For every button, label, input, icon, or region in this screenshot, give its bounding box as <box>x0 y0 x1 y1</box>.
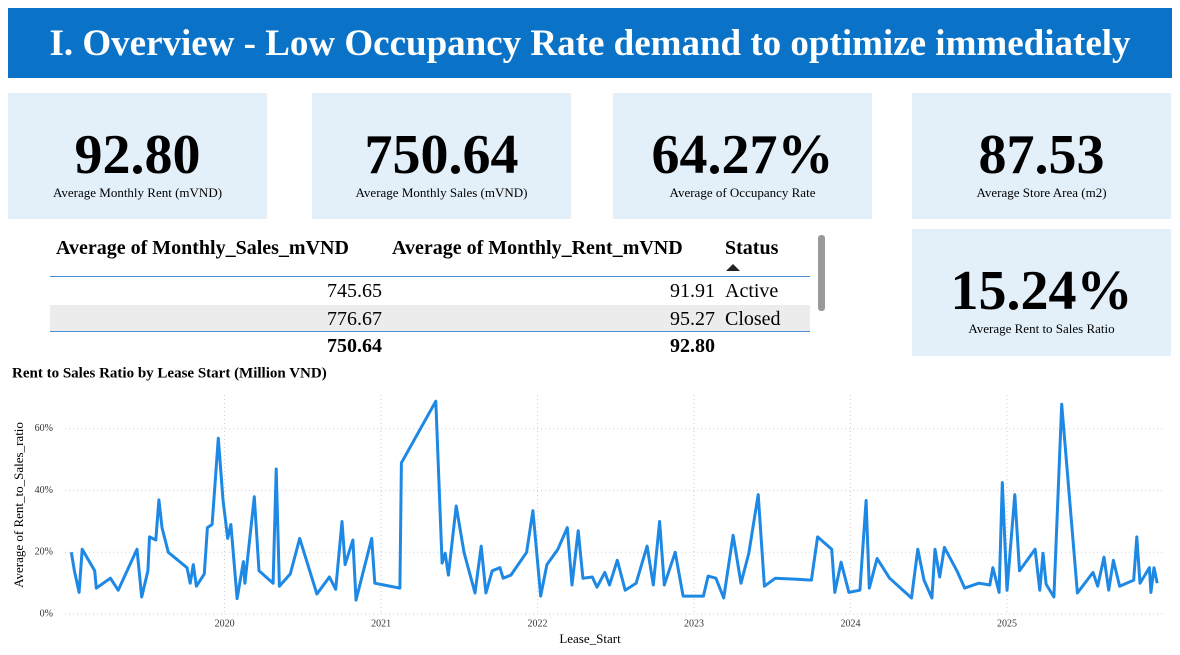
cell: 91.91 <box>670 280 715 302</box>
kpi-value: 64.27% <box>651 124 834 186</box>
line-series <box>69 399 1159 602</box>
kpi-value: 92.80 <box>74 124 201 186</box>
table: Average of Monthly_Sales_mVND Average of… <box>50 232 810 362</box>
kpi-label: Average Store Area (m2) <box>976 185 1107 200</box>
x-tick-label: 2022 <box>528 618 548 629</box>
header-title: I. Overview - Low Occupancy Rate demand … <box>8 8 1172 78</box>
kpi-label: Average of Occupancy Rate <box>669 185 816 200</box>
x-tick-label: 2020 <box>215 618 235 629</box>
kpi-card: 15.24% Average Rent to Sales Ratio <box>912 229 1171 356</box>
kpi-label: Average Monthly Rent (mVND) <box>52 185 223 200</box>
y-tick-label: 0% <box>40 608 53 619</box>
x-axis-label: Lease_Start <box>559 631 621 646</box>
column-header[interactable]: Status <box>725 237 779 259</box>
x-tick-label: 2024 <box>840 618 860 629</box>
cell: 745.65 <box>327 280 382 302</box>
kpi-card: 92.80 Average Monthly Rent (mVND) <box>8 93 267 219</box>
cell: 776.67 <box>327 308 382 330</box>
y-tick-label: 40% <box>35 485 53 496</box>
total-cell: 750.64 <box>327 335 382 357</box>
y-axis-label: Average of Rent_to_Sales_ratio <box>11 422 26 588</box>
header-rule <box>50 276 810 277</box>
cell: Active <box>725 280 779 302</box>
kpi-value: 750.64 <box>364 124 519 186</box>
chart-title: Rent to Sales Ratio by Lease Start (Mill… <box>12 365 327 381</box>
kpi-label: Average Rent to Sales Ratio <box>968 321 1115 336</box>
y-tick-label: 60% <box>35 423 53 434</box>
row-band <box>50 305 810 331</box>
total-rule <box>50 331 810 332</box>
x-tick-label: 2021 <box>371 618 391 629</box>
scrollbar[interactable] <box>818 235 825 311</box>
x-tick-label: 2023 <box>684 618 704 629</box>
kpi-value: 15.24% <box>950 260 1133 322</box>
kpi-card: 87.53 Average Store Area (m2) <box>912 93 1171 219</box>
total-cell: 92.80 <box>670 335 715 357</box>
column-header[interactable]: Average of Monthly_Rent_mVND <box>392 237 683 259</box>
kpi-card: 750.64 Average Monthly Sales (mVND) <box>312 93 571 219</box>
cell: 95.27 <box>670 308 715 330</box>
y-tick-label: 20% <box>35 547 53 558</box>
column-header[interactable]: Average of Monthly_Sales_mVND <box>56 237 349 259</box>
chart: Rent to Sales Ratio by Lease Start (Mill… <box>11 365 1165 646</box>
sort-arrow <box>726 264 740 271</box>
kpi-value: 87.53 <box>978 124 1105 186</box>
kpi-label: Average Monthly Sales (mVND) <box>355 185 528 200</box>
kpi-card: 64.27% Average of Occupancy Rate <box>613 93 872 219</box>
x-tick-label: 2025 <box>997 618 1017 629</box>
cell: Closed <box>725 308 781 330</box>
